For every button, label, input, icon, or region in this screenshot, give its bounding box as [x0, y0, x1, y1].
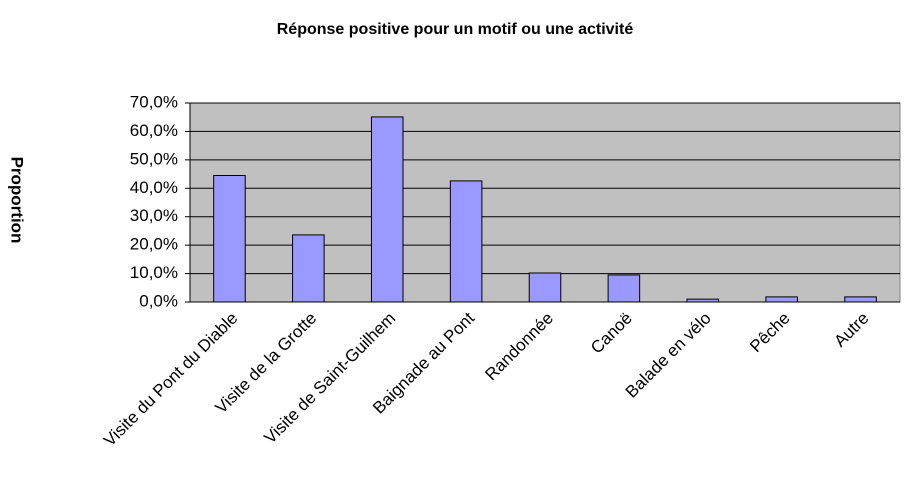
bar — [370, 116, 404, 303]
x-tick-label: Balade en vélo — [622, 309, 715, 402]
bar — [292, 234, 325, 303]
x-tick-label: Randonnée — [481, 309, 557, 385]
bar — [449, 180, 483, 303]
bar — [607, 274, 641, 303]
y-tick-label: 30,0% — [130, 206, 178, 225]
y-tick-label: 70,0% — [130, 92, 178, 111]
y-tick-label: 10,0% — [130, 263, 178, 282]
y-tick-label: 60,0% — [130, 121, 178, 140]
y-tick-label: 20,0% — [130, 235, 178, 254]
x-tick-label: Autre — [830, 309, 872, 351]
chart-title: Réponse positive pour un motif ou une ac… — [277, 21, 634, 38]
y-tick-label: 40,0% — [130, 178, 178, 197]
x-tick-label: Visite de Saint-Guilhem — [260, 309, 399, 448]
x-tick-label: Visite du Pont du Diable — [100, 309, 242, 451]
x-tick-label: Pêche — [746, 309, 794, 357]
bar — [765, 296, 798, 303]
y-tick-label: 50,0% — [130, 149, 178, 168]
x-tick-label: Canoë — [587, 309, 636, 358]
bar — [528, 272, 562, 303]
y-axis-label: Proportion — [8, 157, 27, 244]
y-tick-label: 0,0% — [139, 291, 178, 310]
bar — [844, 296, 877, 303]
bar — [213, 174, 246, 303]
